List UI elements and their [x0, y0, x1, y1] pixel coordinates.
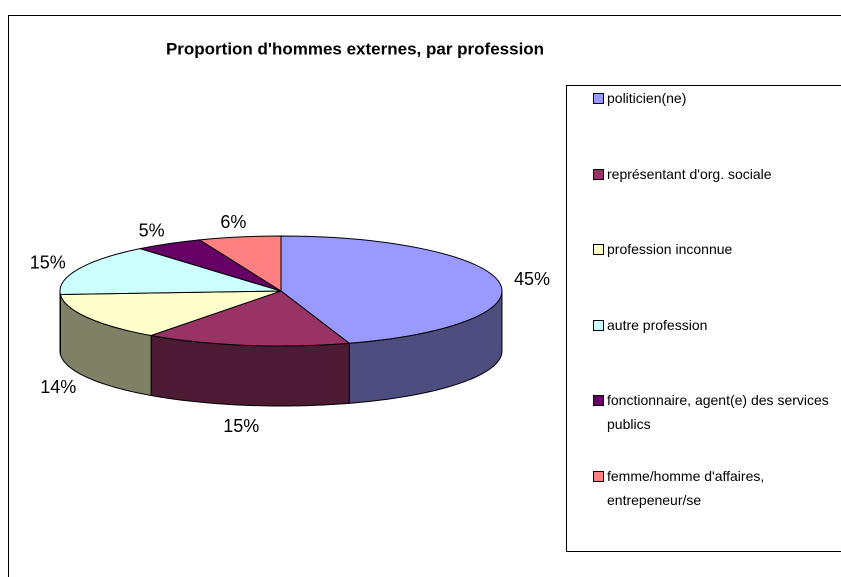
legend-swatch [593, 395, 604, 406]
legend-label: autre profession [607, 316, 708, 333]
data-label: 45% [514, 269, 550, 289]
slice [280, 235, 503, 344]
data-label: 5% [139, 221, 165, 241]
pie-sides [59, 290, 503, 407]
legend-swatch [593, 470, 604, 482]
legend-item: profession inconnue [593, 237, 841, 261]
legend-swatch [593, 168, 604, 180]
legend-item: politicien(ne) [593, 86, 841, 110]
legend-swatch [593, 93, 604, 104]
slice [59, 290, 282, 337]
legend-label: politicien(ne) [607, 90, 687, 106]
pie-tops [59, 235, 503, 347]
data-label: 15% [30, 252, 66, 272]
legend-item: autre profession [593, 313, 841, 337]
legend-swatch [593, 319, 604, 331]
data-label: 14% [40, 377, 76, 397]
legend: politicien(ne) représentant d'org. social… [566, 85, 841, 552]
legend-label: profession inconnue [607, 241, 733, 257]
legend-item: représentant d'org. sociale [593, 162, 841, 186]
slice [198, 235, 282, 292]
slice [149, 290, 351, 347]
legend-swatch [593, 244, 604, 255]
data-label: 6% [220, 212, 246, 232]
chart-title: Proportion d'hommes externes, par profes… [166, 39, 544, 58]
data-labels: 45% 15% 14% 15% 5% 6% [30, 212, 550, 436]
legend-label: fonctionnaire, agent(e) des services pub… [607, 392, 829, 432]
slice [59, 248, 282, 295]
data-label: 15% [223, 416, 259, 436]
legend-label: représentant d'org. sociale [607, 165, 772, 182]
legend-label: femme/homme d'affaires, entrepeneur/se [607, 467, 765, 508]
slice-side [150, 334, 350, 407]
legend-item: femme/homme d'affaires, entrepeneur/se [593, 464, 841, 512]
legend-item: fonctionnaire, agent(e) des services pub… [593, 388, 841, 436]
